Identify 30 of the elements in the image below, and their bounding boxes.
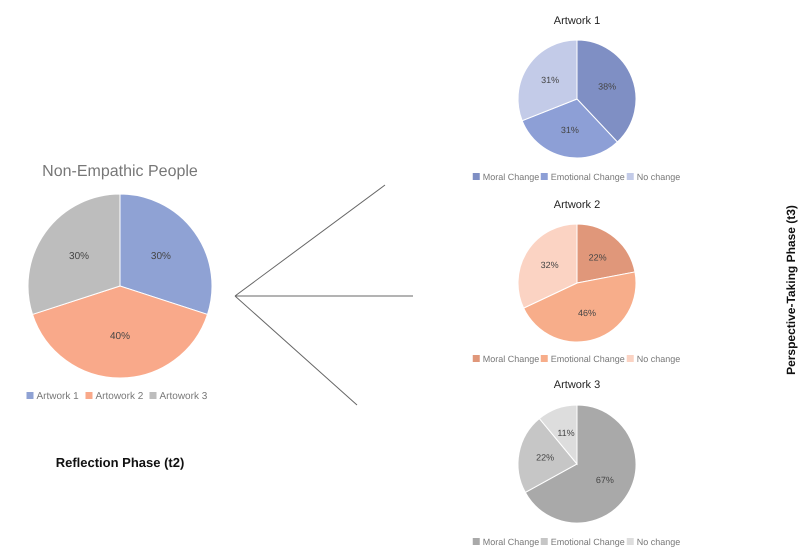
data-label: 32% — [540, 260, 559, 270]
text: Reflection Phase (t2) — [56, 455, 184, 470]
legend-label: Artowork 3 — [160, 391, 208, 402]
legend-label: Moral Change — [482, 537, 540, 547]
data-label: 22% — [588, 252, 607, 262]
chart-title: Artwork 3 — [554, 379, 600, 391]
data-label: 30% — [150, 250, 172, 262]
legend-label: No change — [636, 354, 680, 364]
data-label: 46% — [578, 308, 596, 318]
legend-label: Artwork 1 — [36, 391, 80, 402]
legend-label: No change — [636, 172, 680, 182]
data-label: 31% — [560, 125, 579, 136]
legend-label: Moral Change — [482, 172, 540, 182]
legend-label: Artowork 2 — [96, 391, 144, 402]
chart-title: Non-Empathic People — [42, 163, 198, 180]
legend-label: No change — [636, 537, 680, 547]
data-label: 31% — [541, 75, 560, 86]
data-label: 11% — [557, 428, 575, 438]
legend-label: Emotional Change — [550, 172, 625, 182]
legend-label: Moral Change — [482, 354, 540, 364]
chart-title: Artwork 2 — [554, 199, 600, 211]
data-label: 40% — [110, 331, 130, 342]
text: Perspective-Taking Phase (t3) — [784, 205, 798, 375]
legend-label: Emotional Change — [550, 354, 625, 364]
data-label: 67% — [596, 474, 614, 485]
legend-label: Emotional Change — [550, 537, 625, 547]
data-label: 30% — [69, 250, 90, 262]
data-label: 22% — [536, 452, 554, 462]
data-label: 38% — [598, 81, 616, 92]
chart-title: Artwork 1 — [554, 15, 600, 27]
